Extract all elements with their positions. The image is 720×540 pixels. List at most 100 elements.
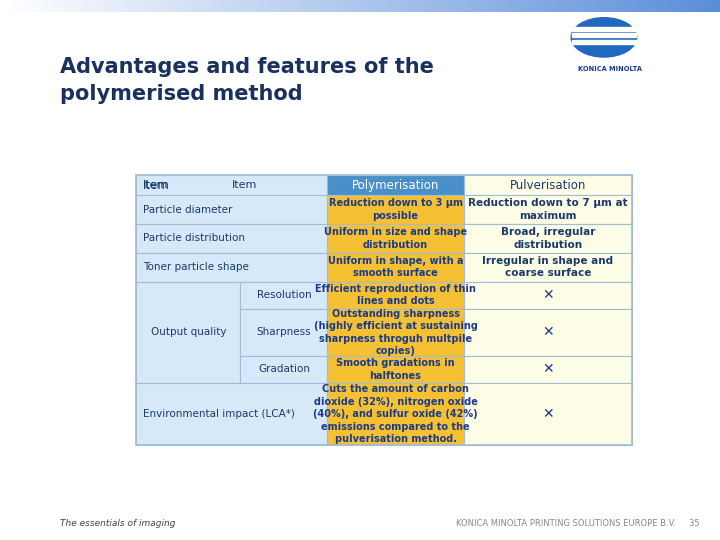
Bar	[547, 0, 551, 12]
Text: Particle diameter: Particle diameter	[143, 205, 233, 215]
Bar	[407, 0, 410, 12]
Bar	[136, 253, 328, 282]
Bar	[317, 0, 320, 12]
Bar	[594, 0, 598, 12]
Bar	[504, 0, 508, 12]
Bar	[209, 0, 212, 12]
Bar	[241, 0, 245, 12]
Bar	[464, 175, 632, 195]
Bar	[32, 0, 36, 12]
Bar	[464, 0, 468, 12]
Bar	[119, 0, 122, 12]
Bar	[544, 0, 547, 12]
Bar	[136, 175, 328, 195]
Bar	[479, 0, 482, 12]
Bar	[688, 0, 691, 12]
Bar	[670, 0, 673, 12]
Bar	[572, 40, 636, 44]
Text: Outstanding sharpness
(highly efficient at sustaining
sharpness throguh multpile: Outstanding sharpness (highly efficient …	[314, 309, 477, 356]
Text: KONICA MINOLTA PRINTING SOLUTIONS EUROPE B.V.     35: KONICA MINOLTA PRINTING SOLUTIONS EUROPE…	[456, 519, 700, 528]
Bar	[54, 0, 58, 12]
Text: The essentials of imaging: The essentials of imaging	[60, 519, 175, 528]
Bar	[151, 0, 155, 12]
Bar	[133, 0, 137, 12]
Bar	[288, 0, 292, 12]
Bar	[601, 0, 605, 12]
Bar	[194, 0, 198, 12]
Bar	[234, 0, 238, 12]
Text: Sharpness: Sharpness	[256, 327, 311, 338]
Bar	[486, 0, 490, 12]
Bar	[353, 0, 356, 12]
Bar	[43, 0, 47, 12]
Bar	[136, 282, 240, 383]
Bar	[576, 0, 580, 12]
Bar	[313, 0, 317, 12]
Bar	[644, 0, 648, 12]
Text: Particle distribution: Particle distribution	[143, 233, 245, 244]
Bar	[356, 0, 360, 12]
Bar	[454, 0, 457, 12]
Bar	[40, 0, 43, 12]
Bar	[623, 0, 626, 12]
Text: Smooth gradations in
halftones: Smooth gradations in halftones	[336, 359, 455, 381]
Bar	[475, 0, 479, 12]
Bar	[457, 0, 461, 12]
Bar	[220, 0, 223, 12]
Bar	[115, 0, 119, 12]
Bar	[619, 0, 623, 12]
Bar	[396, 0, 400, 12]
Bar	[136, 195, 328, 224]
Bar	[94, 0, 97, 12]
Bar	[76, 0, 79, 12]
Bar	[677, 0, 680, 12]
Bar	[36, 0, 40, 12]
Text: Uniform in size and shape
distribution: Uniform in size and shape distribution	[324, 227, 467, 249]
Bar	[136, 175, 328, 195]
Bar	[414, 0, 418, 12]
Bar	[86, 0, 90, 12]
Text: Output quality: Output quality	[150, 327, 226, 338]
Bar	[706, 0, 709, 12]
Bar	[320, 0, 324, 12]
Text: Efficient reproduction of thin
lines and dots: Efficient reproduction of thin lines and…	[315, 284, 476, 307]
Bar	[652, 0, 655, 12]
Bar	[572, 27, 636, 31]
Bar	[364, 0, 367, 12]
Bar	[180, 0, 184, 12]
Bar	[108, 0, 112, 12]
Bar	[673, 0, 677, 12]
Bar	[122, 0, 126, 12]
Bar	[22, 0, 25, 12]
Bar	[216, 0, 220, 12]
Bar	[240, 309, 328, 356]
Bar	[500, 0, 504, 12]
Bar	[630, 0, 634, 12]
Bar	[328, 0, 331, 12]
Bar	[140, 0, 144, 12]
Bar	[626, 0, 630, 12]
Bar	[446, 0, 450, 12]
Bar	[468, 0, 472, 12]
Bar	[328, 224, 464, 253]
Bar	[583, 0, 587, 12]
Bar	[662, 0, 666, 12]
Bar	[698, 0, 702, 12]
Bar	[529, 0, 533, 12]
Bar	[551, 0, 554, 12]
Bar	[338, 0, 342, 12]
Bar	[702, 0, 706, 12]
Bar	[580, 0, 583, 12]
Bar	[58, 0, 61, 12]
Bar	[680, 0, 684, 12]
Bar	[335, 0, 338, 12]
Bar	[126, 0, 130, 12]
Bar	[536, 0, 540, 12]
Bar	[569, 0, 572, 12]
Bar	[490, 0, 493, 12]
Bar	[587, 0, 590, 12]
Bar	[101, 0, 104, 12]
Bar	[518, 0, 522, 12]
Bar	[450, 0, 454, 12]
Bar	[385, 0, 389, 12]
